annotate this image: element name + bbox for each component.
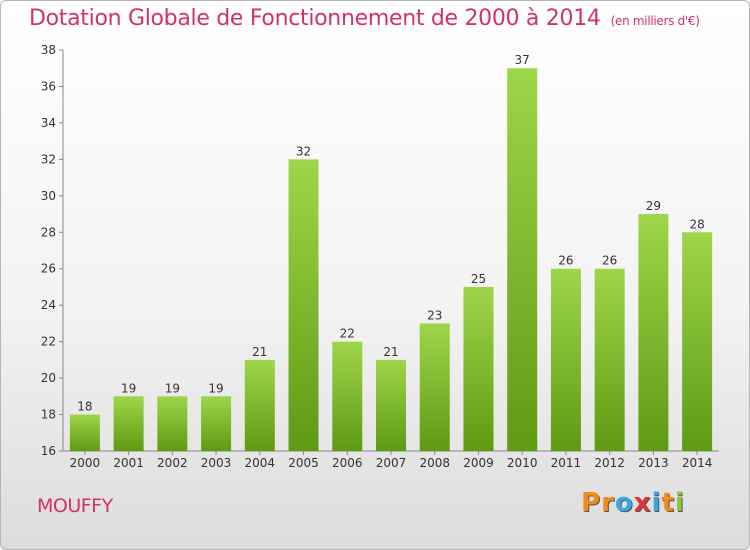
logo-letter: r [601,488,615,518]
bar-value-label: 18 [77,400,92,414]
bar-2007 [376,359,406,451]
bar-value-label: 26 [602,254,617,268]
bar-value-label: 28 [689,217,704,231]
x-tick-label: 2013 [638,456,669,470]
x-tick-label: 2009 [463,456,494,470]
bar-value-label: 19 [208,381,223,395]
y-tick-label: 28 [41,225,56,239]
bar-2012 [594,268,625,451]
logo-letter: P [581,488,602,518]
y-tick-label: 22 [41,335,56,349]
x-tick-label: 2007 [376,456,407,470]
x-tick-label: 2008 [419,456,450,470]
bar-value-label: 22 [340,327,355,341]
bar-value-label: 37 [515,53,530,67]
bar-2001 [113,396,144,451]
bar-2003 [201,396,232,451]
x-tick-label: 2006 [332,456,363,470]
y-tick-label: 36 [41,79,56,93]
y-tick-label: 24 [41,298,56,312]
x-tick-label: 2003 [201,456,232,470]
logo-letter: o [614,488,634,518]
bar-2011 [550,268,581,451]
chart-title: Dotation Globale de Fonctionnement de 20… [29,6,700,31]
y-tick-label: 20 [41,371,56,385]
x-tick-label: 2004 [245,456,276,470]
bar-value-label: 21 [252,345,267,359]
bar-value-label: 25 [471,272,486,286]
x-tick-label: 2002 [157,456,188,470]
bar-2002 [157,396,188,451]
bar-2014 [682,232,713,451]
logo-letter: t [661,488,675,518]
y-tick-label: 18 [41,408,56,422]
x-tick-label: 2012 [594,456,625,470]
logo-letter: x [633,488,652,518]
bar-2005 [288,159,319,451]
x-tick-label: 2011 [551,456,582,470]
logo-letter: i [651,488,662,518]
logo-letter: i [674,488,685,518]
bar-2000 [69,414,100,451]
x-tick-label: 2005 [288,456,319,470]
bar-value-label: 19 [121,381,136,395]
bar-2013 [638,214,669,451]
x-tick-label: 2010 [507,456,538,470]
bar-value-label: 29 [646,199,661,213]
bar-value-label: 21 [383,345,398,359]
bar-value-label: 32 [296,144,311,158]
bar-value-label: 19 [165,381,180,395]
bar-2009 [463,286,494,451]
x-tick-label: 2001 [113,456,144,470]
bar-2006 [332,341,363,451]
x-tick-label: 2014 [682,456,713,470]
chart-unit: (en milliers d'€) [610,14,700,28]
bar-2010 [507,68,538,452]
bar-value-label: 26 [558,254,573,268]
y-tick-label: 32 [41,152,56,166]
bar-2004 [244,359,275,451]
chart-title-text: Dotation Globale de Fonctionnement de 20… [29,6,601,31]
bar-2008 [419,323,450,451]
y-tick-label: 34 [41,116,56,130]
commune-name: MOUFFY [37,495,113,517]
y-tick-label: 30 [41,189,56,203]
y-tick-label: 38 [41,43,56,57]
bar-value-label: 23 [427,308,442,322]
proxiti-logo: Proxiti [581,488,685,518]
y-tick-label: 26 [41,262,56,276]
y-tick-label: 16 [41,444,56,458]
x-tick-label: 2000 [70,456,101,470]
